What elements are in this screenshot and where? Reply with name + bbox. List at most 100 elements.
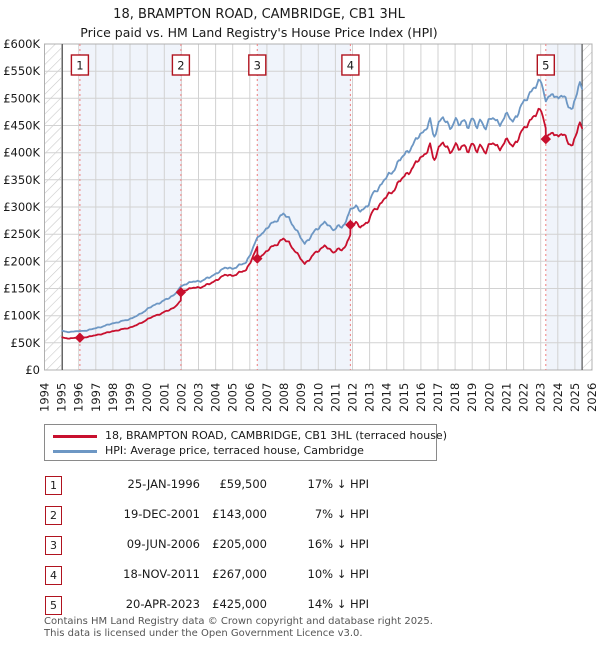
svg-text:2001: 2001	[157, 383, 171, 412]
svg-text:£450K: £450K	[3, 119, 40, 133]
svg-text:2020: 2020	[482, 383, 496, 412]
svg-text:2017: 2017	[431, 383, 445, 412]
svg-text:2021: 2021	[500, 383, 514, 412]
sale-table-row: 4 18-NOV-2011 £267,000 10% ↓ HPI	[45, 566, 375, 586]
svg-text:2011: 2011	[328, 383, 342, 412]
svg-text:2012: 2012	[346, 383, 360, 412]
svg-text:5: 5	[542, 59, 549, 73]
svg-text:2004: 2004	[209, 383, 223, 412]
sale-pct-vs-hpi: 7% ↓ HPI	[314, 507, 369, 521]
svg-text:£50K: £50K	[11, 336, 41, 350]
sale-table-row: 1 25-JAN-1996 £59,500 17% ↓ HPI	[45, 476, 375, 496]
svg-text:£150K: £150K	[3, 282, 40, 296]
sale-marker-diamond	[175, 287, 187, 298]
sale-pct-vs-hpi: 17% ↓ HPI	[307, 477, 369, 491]
svg-text:2005: 2005	[226, 383, 240, 412]
svg-text:2015: 2015	[397, 383, 411, 412]
svg-text:1998: 1998	[106, 383, 120, 412]
svg-text:2010: 2010	[311, 383, 325, 412]
sale-number-boxes: 1 2 3 4 5	[70, 54, 555, 76]
svg-text:£200K: £200K	[3, 254, 40, 268]
sale-number-badge: 2	[45, 506, 62, 525]
sale-table-row: 5 20-APR-2023 £425,000 14% ↓ HPI	[45, 596, 375, 616]
legend-label-property: 18, BRAMPTON ROAD, CAMBRIDGE, CB1 3HL (t…	[105, 429, 447, 442]
sale-number-badge: 1	[45, 476, 62, 495]
footer-line1: Contains HM Land Registry data © Crown c…	[44, 616, 433, 627]
svg-text:1996: 1996	[72, 383, 86, 412]
svg-text:1: 1	[76, 59, 83, 73]
svg-text:2025: 2025	[568, 383, 582, 412]
legend-label-hpi: HPI: Average price, terraced house, Camb…	[105, 444, 364, 457]
sale-pct-vs-hpi: 16% ↓ HPI	[307, 537, 369, 551]
page-title: 18, BRAMPTON ROAD, CAMBRIDGE, CB1 3HL Pr…	[0, 6, 518, 41]
sale-date: 18-NOV-2011	[123, 567, 200, 581]
hpi-series-line	[61, 78, 583, 334]
svg-text:£400K: £400K	[3, 146, 40, 160]
sale-dashed-lines	[79, 44, 547, 370]
sale-price: £143,000	[212, 507, 267, 521]
svg-text:2016: 2016	[414, 383, 428, 412]
sale-price: £425,000	[212, 597, 267, 611]
svg-text:£100K: £100K	[3, 309, 40, 323]
sale-number-badge: 3	[45, 536, 62, 555]
svg-text:1999: 1999	[123, 383, 137, 412]
sale-pct-vs-hpi: 10% ↓ HPI	[307, 567, 369, 581]
y-axis-labels: £0 £50K £100K £150K £200K £250K £300K £350K £400…	[3, 37, 40, 377]
svg-text:£300K: £300K	[3, 200, 40, 214]
svg-text:3: 3	[254, 59, 261, 73]
x-axis-labels: 1994 1995 1996 1997 1998 1999 2000 2001 2002 2003…	[38, 383, 600, 412]
sale-table-row: 3 09-JUN-2006 £205,000 16% ↓ HPI	[45, 536, 375, 556]
svg-text:2: 2	[177, 59, 184, 73]
svg-text:2009: 2009	[294, 383, 308, 412]
sale-marker-diamond	[540, 133, 551, 145]
sale-marker-diamond	[252, 253, 263, 264]
property-series-line	[61, 107, 583, 340]
sale-marker-diamond	[74, 332, 86, 343]
sale-date: 09-JUN-2006	[126, 537, 200, 551]
svg-text:£550K: £550K	[3, 64, 40, 78]
title-address: 18, BRAMPTON ROAD, CAMBRIDGE, CB1 3HL	[113, 7, 405, 22]
license-footer: Contains HM Land Registry data © Crown c…	[44, 616, 433, 639]
svg-text:1997: 1997	[89, 383, 103, 412]
svg-text:2014: 2014	[380, 383, 394, 412]
sale-pct-vs-hpi: 14% ↓ HPI	[307, 597, 369, 611]
svg-text:1994: 1994	[38, 383, 52, 412]
svg-text:£250K: £250K	[3, 227, 40, 241]
sale-date: 25-JAN-1996	[127, 477, 201, 491]
svg-text:£500K: £500K	[3, 91, 40, 105]
footer-line2: This data is licensed under the Open Gov…	[44, 627, 363, 639]
svg-text:1995: 1995	[55, 383, 69, 412]
svg-text:2006: 2006	[243, 383, 257, 412]
svg-text:£600K: £600K	[3, 37, 40, 51]
svg-text:£350K: £350K	[3, 173, 40, 187]
svg-text:2000: 2000	[140, 383, 154, 412]
sale-price: £267,000	[212, 567, 267, 581]
svg-text:4: 4	[347, 59, 354, 73]
price-chart: £0 £50K £100K £150K £200K £250K £300K £350K £400…	[3, 37, 600, 412]
svg-text:2003: 2003	[192, 383, 206, 412]
svg-text:2018: 2018	[448, 383, 462, 412]
svg-text:2008: 2008	[277, 383, 291, 412]
hpi-line-swatch	[53, 450, 97, 453]
sale-markers	[74, 133, 551, 343]
plot-border	[44, 43, 593, 371]
legend-row-property: 18, BRAMPTON ROAD, CAMBRIDGE, CB1 3HL (t…	[45, 428, 447, 443]
svg-text:2023: 2023	[534, 383, 548, 412]
svg-text:2026: 2026	[585, 383, 599, 412]
title-subtitle: Price paid vs. HM Land Registry's House …	[80, 25, 438, 40]
sale-price: £205,000	[212, 537, 267, 551]
sale-table-row: 2 19-DEC-2001 £143,000 7% ↓ HPI	[45, 506, 375, 526]
sale-price: £59,500	[219, 477, 267, 491]
sale-date: 20-APR-2023	[125, 597, 200, 611]
svg-text:2007: 2007	[260, 383, 274, 412]
property-line-swatch	[53, 435, 97, 438]
sale-marker-diamond	[345, 219, 356, 231]
sale-date: 19-DEC-2001	[123, 507, 200, 521]
sale-number-badge: 4	[45, 566, 62, 585]
svg-text:2019: 2019	[465, 383, 479, 412]
chart-svg: £0 £50K £100K £150K £200K £250K £300K £350K £400…	[3, 37, 600, 412]
legend-row-hpi: HPI: Average price, terraced house, Camb…	[45, 443, 436, 458]
svg-text:2002: 2002	[174, 383, 188, 412]
svg-text:2022: 2022	[517, 383, 531, 412]
